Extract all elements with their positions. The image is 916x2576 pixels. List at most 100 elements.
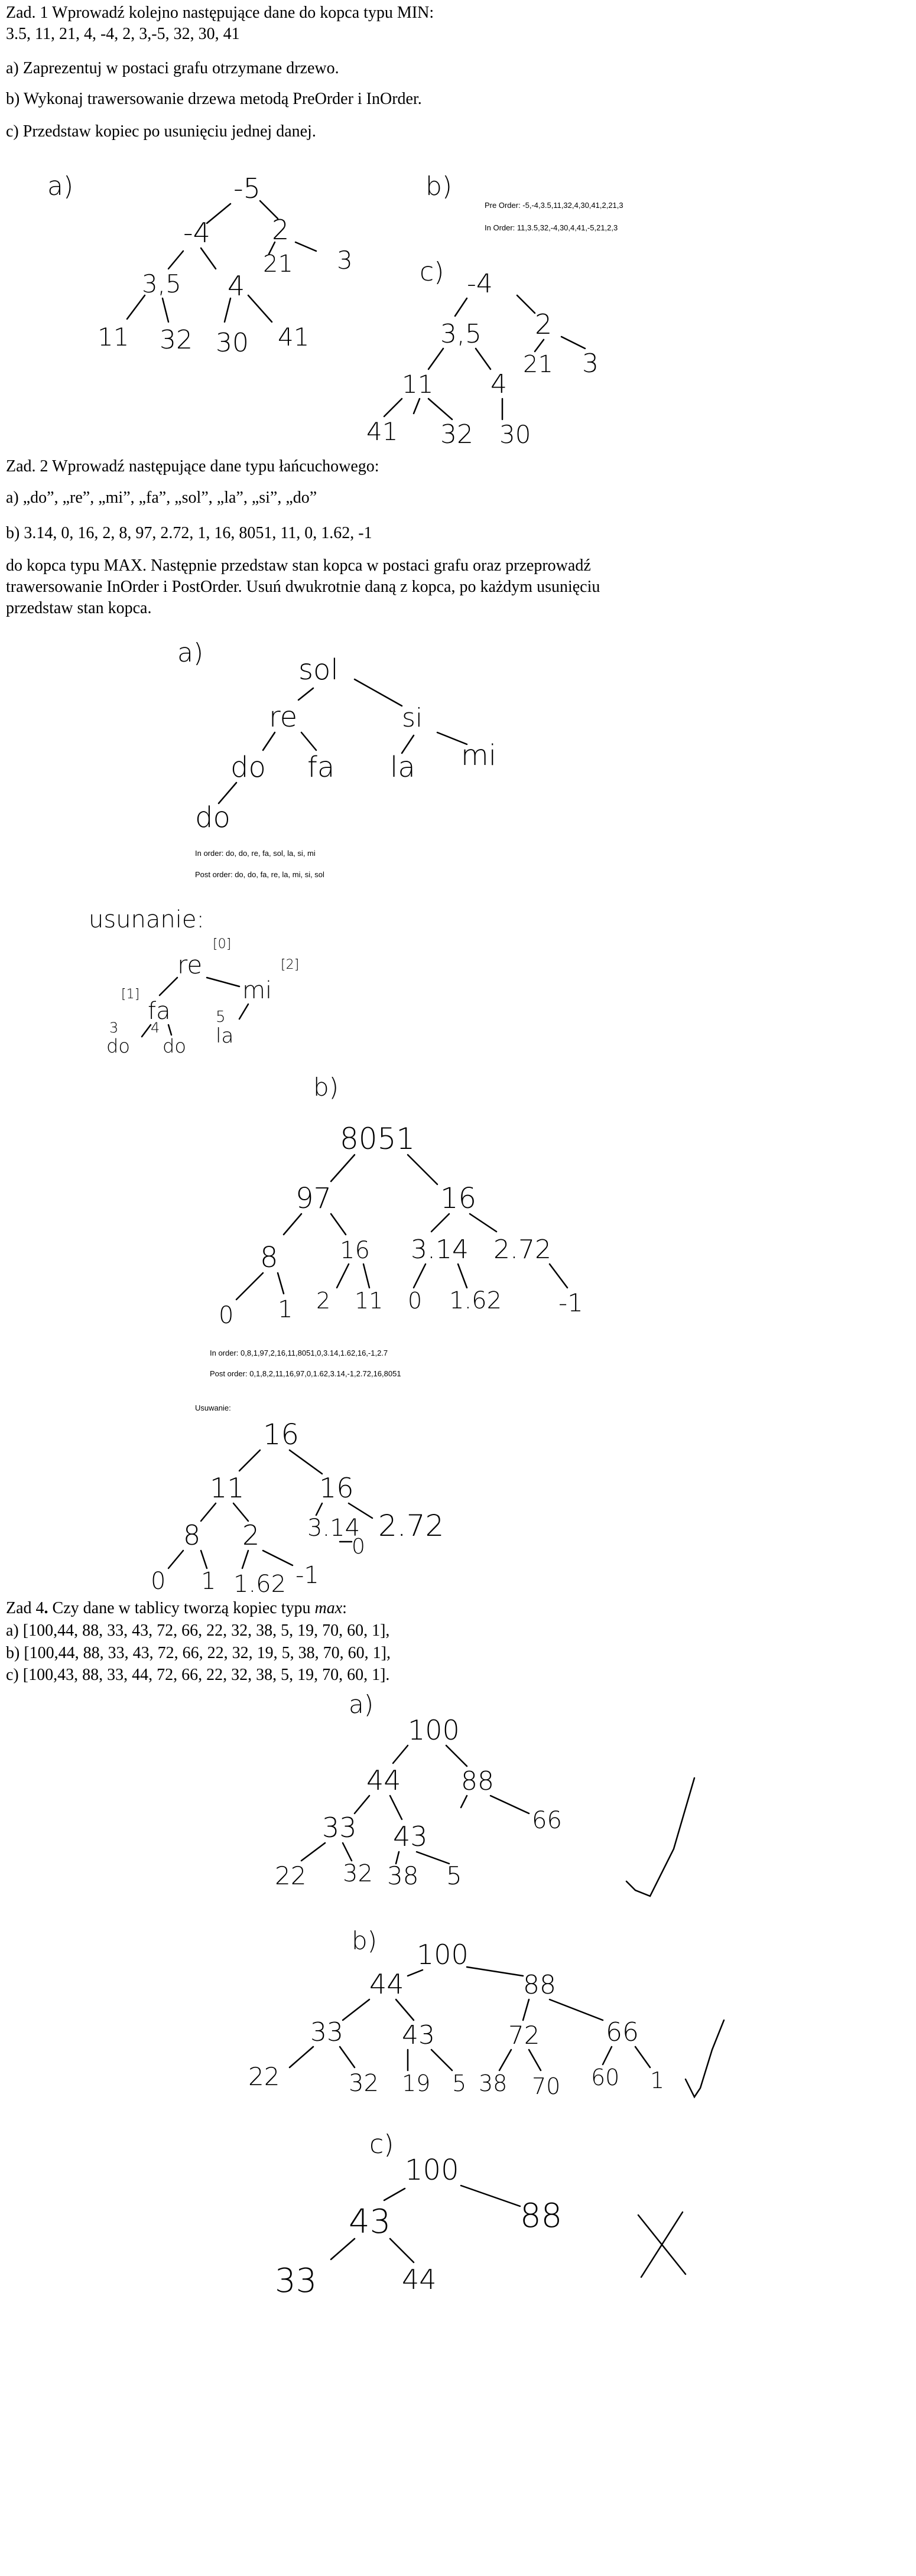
zad2-a-postorder: Post order: do, do, fa, re, la, mi, si, … bbox=[195, 870, 324, 879]
z4-b-node: 22 bbox=[248, 2062, 280, 2091]
z2-b-edge bbox=[407, 1154, 438, 1186]
z2-bdel-edge bbox=[315, 1502, 323, 1516]
z4-a-node: 38 bbox=[387, 1861, 418, 1890]
z1-c-node: 30 bbox=[499, 420, 531, 449]
z2-del-index: 4 bbox=[151, 1020, 160, 1036]
z4-b-node: 5 bbox=[452, 2070, 466, 2096]
z1-c-label: c) bbox=[420, 257, 444, 287]
z4-b-checkmark-icon bbox=[684, 2019, 725, 2099]
z1-c-node: 3,5 bbox=[440, 319, 482, 349]
z2-del-node: fa bbox=[148, 998, 171, 1025]
z1-c-node: 32 bbox=[440, 419, 473, 450]
z2-bdel-edge bbox=[241, 1549, 249, 1569]
z1-c-node: 3 bbox=[582, 349, 599, 379]
z4-c-label: c) bbox=[369, 2129, 394, 2160]
z4-b-edge bbox=[466, 1966, 524, 1977]
z4-a-edge bbox=[389, 1795, 403, 1821]
z2-del-index: 5 bbox=[216, 1008, 226, 1026]
z4-b-node: 66 bbox=[606, 2017, 639, 2047]
z4-b-node: 33 bbox=[310, 2017, 343, 2047]
z4-a-edge bbox=[353, 1795, 371, 1815]
z4-a-edge bbox=[460, 1795, 468, 1809]
z2-b-node: 0 bbox=[408, 1288, 422, 1314]
z1-c-edge bbox=[427, 347, 444, 370]
zad2-usuwanie-typed: Usuwanie: bbox=[195, 1403, 231, 1412]
z1-a-node: 11 bbox=[98, 323, 129, 351]
z4-b-edge bbox=[288, 2046, 314, 2069]
z2-bdel-node: -1 bbox=[295, 1562, 319, 1589]
z2-b-edge bbox=[469, 1213, 498, 1233]
z4-b-edge bbox=[430, 2049, 453, 2072]
z4-a-node: 43 bbox=[393, 1821, 428, 1852]
z4-c-node: 100 bbox=[405, 2154, 459, 2187]
z4-c-cross-icon bbox=[640, 2211, 684, 2278]
z1-b-label: b) bbox=[425, 171, 452, 201]
z2-bdel-node: 1.62 bbox=[233, 1571, 286, 1598]
z2-a-node: la bbox=[390, 751, 415, 784]
z2-bdel-node: 2.72 bbox=[378, 1509, 444, 1543]
z2-b-node: 1.62 bbox=[449, 1287, 502, 1314]
z4-c-node: 43 bbox=[349, 2203, 391, 2241]
z4-b-node: 72 bbox=[508, 2021, 540, 2050]
z2-b-edge bbox=[412, 1263, 427, 1289]
z2-bdel-node: 16 bbox=[263, 1418, 299, 1451]
z4-a-edge bbox=[489, 1795, 530, 1815]
z2-b-node: 2 bbox=[316, 1288, 330, 1314]
z2-del-edge bbox=[158, 976, 178, 996]
z1-c-edge bbox=[454, 297, 468, 317]
z2-b-edge bbox=[548, 1263, 569, 1289]
z2-b-edge bbox=[336, 1263, 350, 1289]
z4-b-edge bbox=[522, 1998, 530, 2021]
z4-a-edge bbox=[395, 1851, 400, 1865]
z1-c-node: 11 bbox=[402, 370, 433, 399]
z4-a-edge bbox=[300, 1842, 326, 1862]
z2-bdel-node: 0 bbox=[352, 1535, 365, 1559]
z2-del-edge bbox=[141, 1024, 152, 1038]
z4-c-edge bbox=[460, 2184, 521, 2207]
z1-a-edge bbox=[259, 200, 279, 220]
zad4-header-dot: . bbox=[44, 1599, 48, 1617]
z1-a-edge bbox=[223, 297, 232, 323]
z1-c-edge bbox=[412, 398, 421, 415]
zad4-header-pre: Zad 4 bbox=[6, 1599, 44, 1617]
z2-bdel-edge bbox=[167, 1549, 184, 1569]
z2-a-node: fa bbox=[307, 751, 334, 784]
z2-a-edge bbox=[300, 731, 317, 751]
z2-del-node: do bbox=[163, 1035, 186, 1057]
z1-c-edge bbox=[475, 347, 492, 370]
z1-a-edge bbox=[268, 241, 276, 255]
z1-a-label: a) bbox=[47, 171, 73, 201]
z4-a-label: a) bbox=[349, 1690, 373, 1719]
zad4-header: Zad 4. Czy dane w tablicy tworzą kopiec … bbox=[6, 1598, 347, 1619]
z2-bdel-edge bbox=[200, 1502, 217, 1522]
z4-a-node: 22 bbox=[275, 1861, 306, 1890]
z4-a-node: 5 bbox=[446, 1861, 462, 1890]
z2-del-edge bbox=[238, 1003, 249, 1020]
z1-c-edge bbox=[534, 338, 545, 353]
z1-a-node: 2 bbox=[272, 214, 289, 246]
z2-a-edge bbox=[401, 734, 415, 754]
z2-a-node: si bbox=[402, 703, 423, 733]
z4-b-edge bbox=[602, 2046, 613, 2066]
z4-b-edge bbox=[395, 1998, 415, 2021]
z4-b-node: 19 bbox=[402, 2070, 430, 2096]
z4-b-label: b) bbox=[352, 1926, 377, 1955]
zad1-task-b: b) Wykonaj trawersowanie drzewa metodą P… bbox=[6, 90, 422, 108]
z1-a-node: -5 bbox=[233, 172, 261, 204]
z2-b-node: 16 bbox=[440, 1182, 476, 1215]
z1-a-edge bbox=[200, 247, 217, 270]
z2-b-node: 97 bbox=[295, 1182, 332, 1215]
z2-bdel-node: 8 bbox=[183, 1519, 200, 1551]
z1-a-edge bbox=[161, 297, 170, 323]
z1-c-node: 2 bbox=[535, 308, 552, 340]
z2-bdel-edge bbox=[200, 1549, 208, 1569]
z4-b-node: 32 bbox=[349, 2070, 379, 2097]
z2-a-edge bbox=[262, 731, 276, 751]
z1-c-edge bbox=[560, 336, 586, 350]
zad4-header-mid: Czy dane w tablicy tworzą kopiec typu bbox=[48, 1599, 315, 1617]
z4-b-edge bbox=[407, 1969, 424, 1977]
z4-b-edge bbox=[548, 1998, 604, 2021]
z2-del-node: do bbox=[106, 1035, 130, 1057]
z4-a-node: 44 bbox=[366, 1764, 401, 1796]
z2-b-edge bbox=[330, 1213, 347, 1236]
